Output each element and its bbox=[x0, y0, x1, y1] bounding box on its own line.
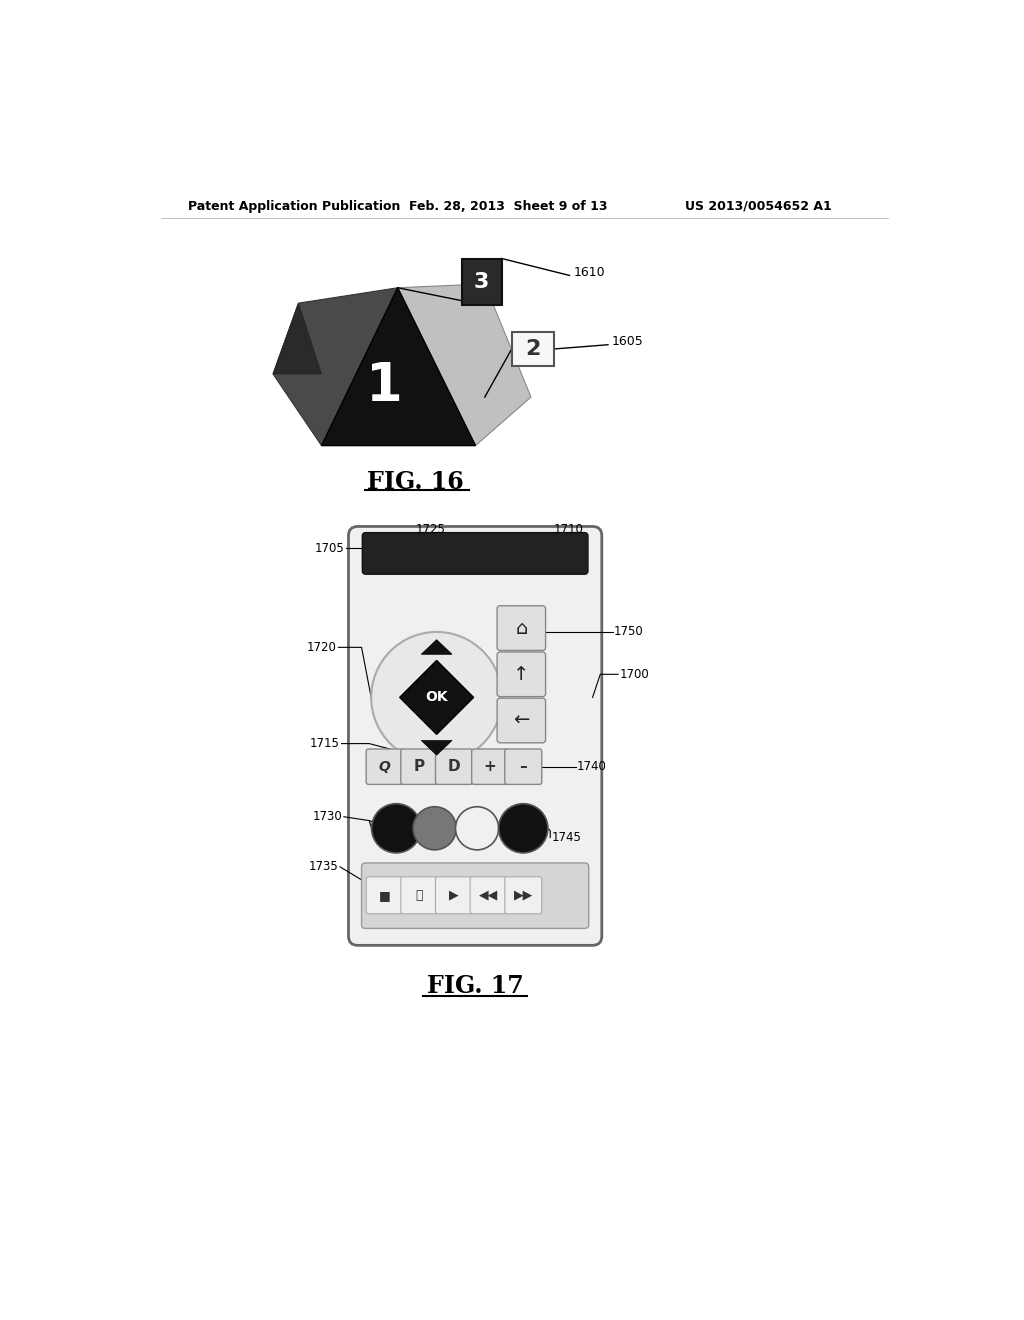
Text: 1700: 1700 bbox=[620, 668, 649, 681]
Text: FIG. 17: FIG. 17 bbox=[427, 974, 524, 998]
Text: –: – bbox=[519, 759, 527, 775]
Circle shape bbox=[413, 807, 457, 850]
FancyBboxPatch shape bbox=[367, 876, 403, 913]
Polygon shape bbox=[273, 288, 397, 446]
Text: P: P bbox=[414, 759, 425, 775]
Text: +: + bbox=[483, 759, 497, 775]
FancyBboxPatch shape bbox=[462, 259, 502, 305]
Text: 1730: 1730 bbox=[312, 810, 342, 824]
FancyBboxPatch shape bbox=[362, 533, 588, 574]
Text: 1605: 1605 bbox=[611, 335, 643, 348]
Text: 1720: 1720 bbox=[307, 640, 337, 653]
Text: ▶: ▶ bbox=[450, 888, 459, 902]
FancyBboxPatch shape bbox=[435, 748, 472, 784]
Text: 1750: 1750 bbox=[614, 626, 644, 639]
FancyBboxPatch shape bbox=[497, 606, 546, 651]
Text: 1: 1 bbox=[367, 359, 403, 412]
Text: 1710: 1710 bbox=[554, 523, 584, 536]
Text: ■: ■ bbox=[379, 888, 390, 902]
Text: 2: 2 bbox=[525, 339, 541, 359]
Text: ⌂: ⌂ bbox=[515, 619, 527, 638]
FancyBboxPatch shape bbox=[470, 876, 507, 913]
Polygon shape bbox=[273, 304, 322, 374]
Text: ↑: ↑ bbox=[513, 665, 529, 684]
Text: 1715: 1715 bbox=[310, 737, 340, 750]
Text: 1725: 1725 bbox=[416, 523, 445, 536]
Text: Feb. 28, 2013  Sheet 9 of 13: Feb. 28, 2013 Sheet 9 of 13 bbox=[410, 199, 608, 213]
FancyBboxPatch shape bbox=[505, 876, 542, 913]
FancyBboxPatch shape bbox=[361, 863, 589, 928]
Text: US 2013/0054652 A1: US 2013/0054652 A1 bbox=[685, 199, 831, 213]
Text: ◀◀: ◀◀ bbox=[479, 888, 499, 902]
Text: 3: 3 bbox=[474, 272, 489, 292]
FancyBboxPatch shape bbox=[400, 748, 438, 784]
Circle shape bbox=[372, 804, 421, 853]
Text: OK: OK bbox=[425, 690, 447, 705]
Text: FIG. 16: FIG. 16 bbox=[367, 470, 464, 494]
Circle shape bbox=[371, 632, 502, 763]
Text: 1740: 1740 bbox=[578, 760, 607, 774]
Text: 1745: 1745 bbox=[552, 832, 582, 843]
Text: ▶▶: ▶▶ bbox=[514, 888, 532, 902]
Polygon shape bbox=[397, 284, 531, 446]
FancyBboxPatch shape bbox=[512, 331, 554, 367]
Text: Q: Q bbox=[379, 760, 390, 774]
FancyBboxPatch shape bbox=[505, 748, 542, 784]
FancyBboxPatch shape bbox=[435, 876, 472, 913]
Text: ⏸: ⏸ bbox=[416, 888, 423, 902]
FancyBboxPatch shape bbox=[367, 748, 403, 784]
Text: 1610: 1610 bbox=[573, 265, 605, 279]
FancyBboxPatch shape bbox=[497, 652, 546, 697]
Text: 1705: 1705 bbox=[314, 541, 345, 554]
Text: Patent Application Publication: Patent Application Publication bbox=[188, 199, 400, 213]
Polygon shape bbox=[399, 660, 473, 734]
Text: ←: ← bbox=[513, 711, 529, 730]
FancyBboxPatch shape bbox=[400, 876, 438, 913]
Text: D: D bbox=[447, 759, 460, 775]
FancyBboxPatch shape bbox=[497, 698, 546, 743]
Circle shape bbox=[499, 804, 548, 853]
Polygon shape bbox=[322, 288, 475, 446]
Circle shape bbox=[456, 807, 499, 850]
Polygon shape bbox=[421, 640, 452, 655]
FancyBboxPatch shape bbox=[472, 748, 509, 784]
Text: 1735: 1735 bbox=[308, 861, 339, 874]
FancyBboxPatch shape bbox=[348, 527, 602, 945]
Polygon shape bbox=[421, 741, 452, 755]
